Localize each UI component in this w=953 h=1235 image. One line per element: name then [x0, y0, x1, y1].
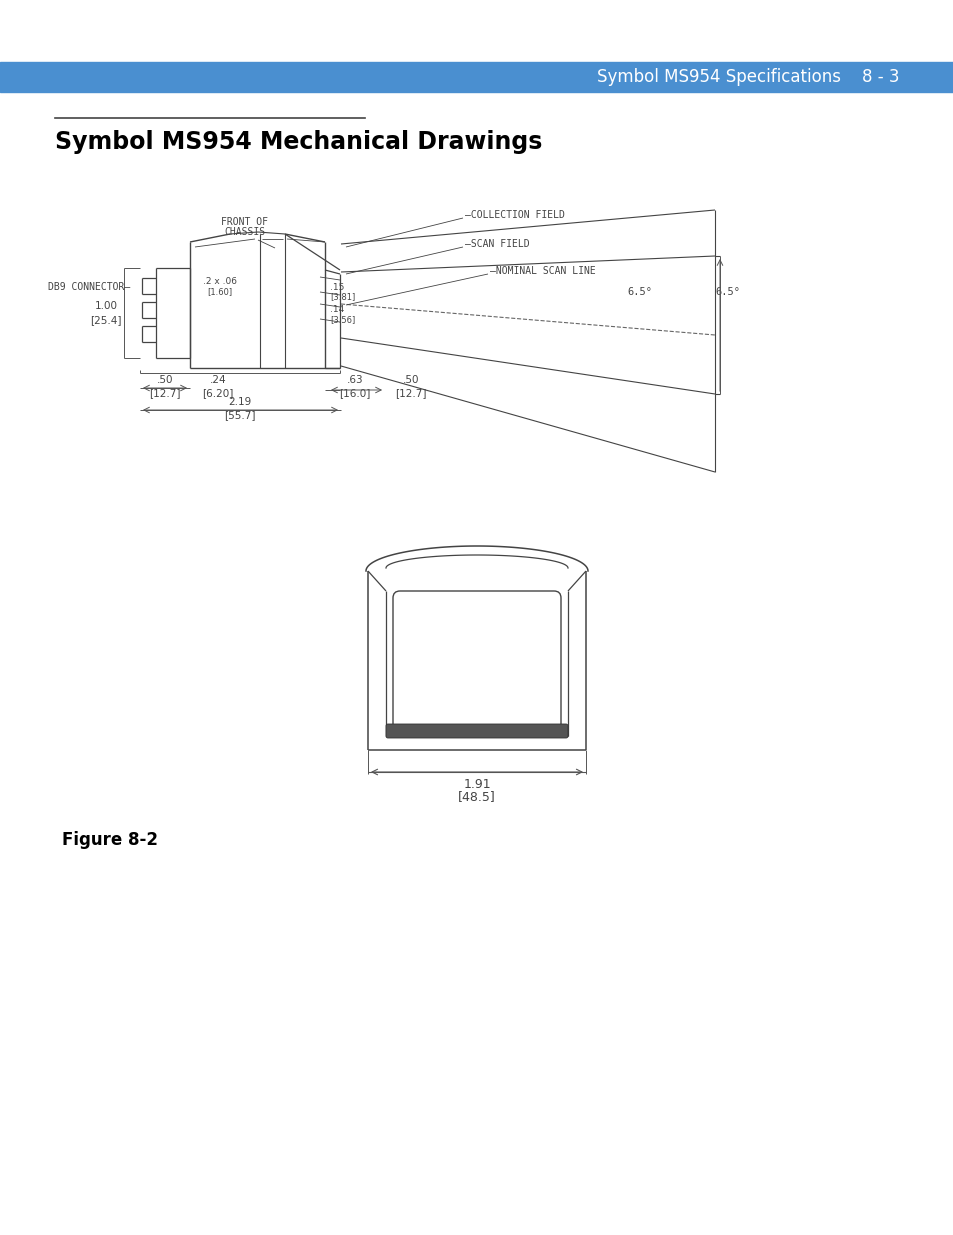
Text: [16.0]: [16.0] [339, 388, 371, 398]
Text: DB9 CONNECTOR—: DB9 CONNECTOR— [48, 282, 130, 291]
Text: [25.4]: [25.4] [91, 315, 122, 325]
Text: .2 x .06: .2 x .06 [203, 278, 236, 287]
Text: [6.20]: [6.20] [202, 388, 233, 398]
Bar [0, 62, 953, 91]
Text: [55.7]: [55.7] [224, 410, 255, 420]
Text: Symbol MS954 Mechanical Drawings: Symbol MS954 Mechanical Drawings [55, 130, 542, 154]
Text: .14: .14 [330, 305, 344, 315]
Text: Symbol MS954 Specifications    8 - 3: Symbol MS954 Specifications 8 - 3 [597, 68, 899, 86]
Text: Figure 8-2: Figure 8-2 [62, 831, 158, 848]
Text: .15: .15 [330, 283, 344, 291]
Text: 2.19: 2.19 [228, 396, 252, 408]
Text: [12.7]: [12.7] [149, 388, 180, 398]
Text: [48.5]: [48.5] [457, 790, 496, 804]
Text: [12.7]: [12.7] [395, 388, 426, 398]
FancyBboxPatch shape [386, 724, 567, 739]
Text: —NOMINAL SCAN LINE: —NOMINAL SCAN LINE [490, 266, 595, 275]
Text: .24: .24 [210, 375, 226, 385]
FancyBboxPatch shape [393, 592, 560, 734]
Text: 1.91: 1.91 [463, 778, 490, 790]
Text: FRONT OF: FRONT OF [221, 217, 268, 227]
Text: [1.60]: [1.60] [207, 288, 233, 296]
Text: 6.5°: 6.5° [627, 287, 652, 296]
Text: 1.00: 1.00 [94, 301, 117, 311]
Text: .50: .50 [402, 375, 418, 385]
Text: .63: .63 [346, 375, 363, 385]
Text: —COLLECTION FIELD: —COLLECTION FIELD [464, 210, 564, 220]
Text: .50: .50 [156, 375, 173, 385]
Text: —SCAN FIELD: —SCAN FIELD [464, 240, 529, 249]
Text: 6.5°: 6.5° [715, 287, 740, 296]
Text: [3.81]: [3.81] [330, 293, 355, 301]
Text: CHASSIS: CHASSIS [224, 227, 265, 237]
Text: [3.56]: [3.56] [330, 315, 355, 325]
